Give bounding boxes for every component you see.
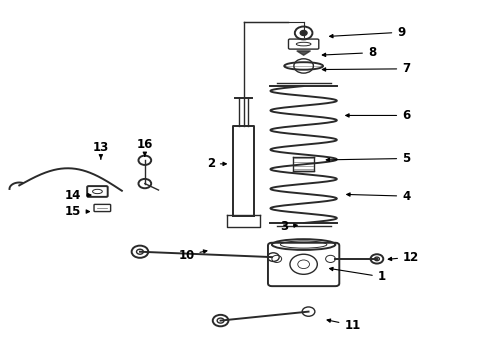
Text: 4: 4 — [347, 190, 410, 203]
Text: 2: 2 — [207, 157, 226, 170]
Polygon shape — [297, 51, 311, 55]
Circle shape — [300, 31, 307, 36]
Text: 5: 5 — [326, 152, 410, 165]
Text: 14: 14 — [65, 189, 91, 202]
Text: 11: 11 — [327, 319, 361, 332]
Text: 15: 15 — [65, 205, 90, 218]
Text: 10: 10 — [178, 249, 207, 262]
Text: 6: 6 — [346, 109, 410, 122]
Text: 9: 9 — [330, 26, 406, 39]
Text: 13: 13 — [93, 140, 109, 159]
Text: 12: 12 — [388, 251, 419, 264]
Text: 8: 8 — [322, 46, 376, 59]
Text: 1: 1 — [330, 267, 386, 283]
Text: 16: 16 — [137, 138, 153, 156]
Text: 7: 7 — [322, 62, 410, 75]
Text: 3: 3 — [280, 220, 297, 233]
